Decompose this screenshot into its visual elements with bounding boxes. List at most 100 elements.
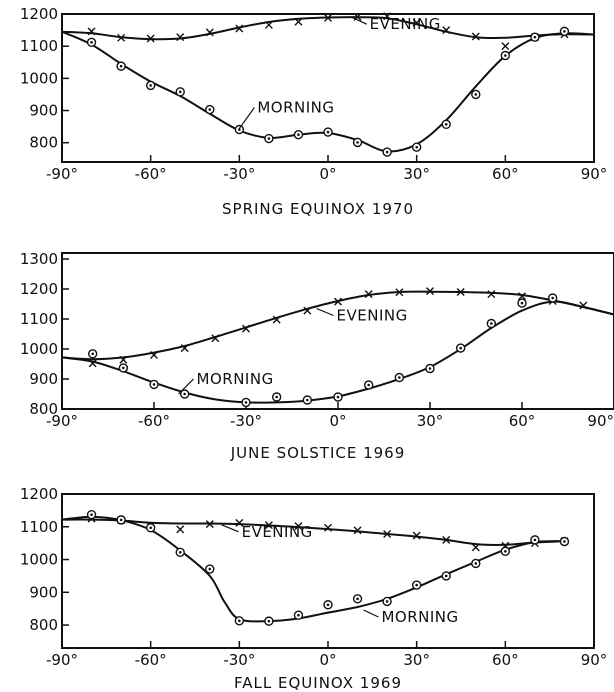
panel-caption: JUNE SOLSTICE 1969 <box>230 444 406 462</box>
data-point-circle <box>365 381 373 389</box>
data-point-circle <box>442 120 450 128</box>
series-label-evening: EVENING <box>370 15 441 33</box>
marker-dot <box>90 513 93 516</box>
data-point-circle <box>88 511 96 519</box>
marker-dot <box>337 396 340 399</box>
marker-dot <box>367 384 370 387</box>
data-point-circle <box>531 536 539 544</box>
data-point-circle <box>324 601 332 609</box>
x-tick-label: 0° <box>329 412 346 430</box>
marker-dot <box>459 347 462 350</box>
x-tick-label: -30° <box>230 412 262 430</box>
marker-dot <box>504 54 507 57</box>
data-point-circle <box>206 565 214 573</box>
x-tick-label: 30° <box>417 412 444 430</box>
series-evening <box>62 515 568 551</box>
marker-dot <box>238 128 241 131</box>
x-tick-label: 0° <box>319 651 336 669</box>
marker-dot <box>563 540 566 543</box>
y-tick-label: 900 <box>29 583 58 601</box>
marker-dot <box>474 562 477 565</box>
data-point-x <box>177 34 184 41</box>
annotation-leader <box>317 309 334 316</box>
x-tick-label: 60° <box>492 651 519 669</box>
x-tick-label: -30° <box>223 165 255 183</box>
marker-dot <box>386 600 389 603</box>
panel-caption: SPRING EQUINOX 1970 <box>222 200 414 218</box>
marker-dot <box>534 539 537 542</box>
x-tick-label: 30° <box>403 651 430 669</box>
data-point-circle <box>147 81 155 89</box>
data-point-x <box>488 291 495 298</box>
data-point-circle <box>354 595 362 603</box>
marker-dot <box>183 393 186 396</box>
data-point-circle <box>324 128 332 136</box>
series-evening <box>62 288 614 367</box>
x-tick-label: -90° <box>46 165 78 183</box>
data-point-circle <box>294 131 302 139</box>
y-tick-label: 1100 <box>20 37 58 55</box>
marker-dot <box>415 146 418 149</box>
marker-dot <box>327 603 330 606</box>
series-label-morning: MORNING <box>197 370 274 388</box>
data-point-circle <box>117 62 125 70</box>
y-tick-label: 1200 <box>20 485 58 503</box>
marker-dot <box>490 322 493 325</box>
data-point-circle <box>383 148 391 156</box>
series-curve <box>62 517 564 621</box>
data-point-circle <box>413 143 421 151</box>
marker-dot <box>179 551 182 554</box>
x-tick-label: 60° <box>492 165 519 183</box>
marker-dot <box>415 584 418 587</box>
data-point-circle <box>242 398 250 406</box>
data-point-circle <box>472 90 480 98</box>
marker-dot <box>327 131 330 134</box>
x-tick-label: -90° <box>46 651 78 669</box>
marker-dot <box>208 108 211 111</box>
series-morning <box>62 27 594 156</box>
data-point-circle <box>294 611 302 619</box>
marker-dot <box>268 620 271 623</box>
data-point-circle <box>549 294 557 302</box>
marker-dot <box>356 598 359 601</box>
panel-june-solstice-1969: 8009001000110012001300-90° -60° -30° 0° 30° 6… <box>20 250 614 462</box>
marker-dot <box>445 575 448 578</box>
marker-dot <box>120 65 123 68</box>
marker-dot <box>268 137 271 140</box>
data-point-circle <box>334 393 342 401</box>
y-tick-label: 1300 <box>20 250 58 268</box>
data-point-circle <box>235 617 243 625</box>
x-tick-label: -60° <box>138 412 170 430</box>
marker-dot <box>306 399 309 402</box>
data-point-x <box>177 526 184 533</box>
data-point-circle <box>273 393 281 401</box>
series-curve <box>62 520 564 545</box>
panel-caption: FALL EQUINOX 1969 <box>234 674 402 692</box>
marker-dot <box>149 526 152 529</box>
marker-dot <box>356 141 359 144</box>
series-curve <box>62 17 594 39</box>
marker-dot <box>551 297 554 300</box>
data-point-circle <box>501 52 509 60</box>
data-point-circle <box>531 33 539 41</box>
y-tick-label: 1000 <box>20 340 58 358</box>
annotation-leader <box>239 108 254 129</box>
y-tick-label: 1200 <box>20 280 58 298</box>
marker-dot <box>563 30 566 33</box>
series-label-morning: MORNING <box>257 99 334 117</box>
data-point-circle <box>117 516 125 524</box>
marker-dot <box>534 36 537 39</box>
data-point-circle <box>457 344 465 352</box>
data-point-circle <box>472 559 480 567</box>
marker-dot <box>91 353 94 356</box>
x-tick-label: -30° <box>223 651 255 669</box>
data-point-circle <box>265 617 273 625</box>
data-point-circle <box>560 538 568 546</box>
plot-frame <box>62 14 594 162</box>
data-point-circle <box>413 581 421 589</box>
data-point-x <box>325 524 332 531</box>
x-tick-label: 30° <box>403 165 430 183</box>
data-point-circle <box>518 299 526 307</box>
data-point-circle <box>176 548 184 556</box>
marker-dot <box>275 396 278 399</box>
